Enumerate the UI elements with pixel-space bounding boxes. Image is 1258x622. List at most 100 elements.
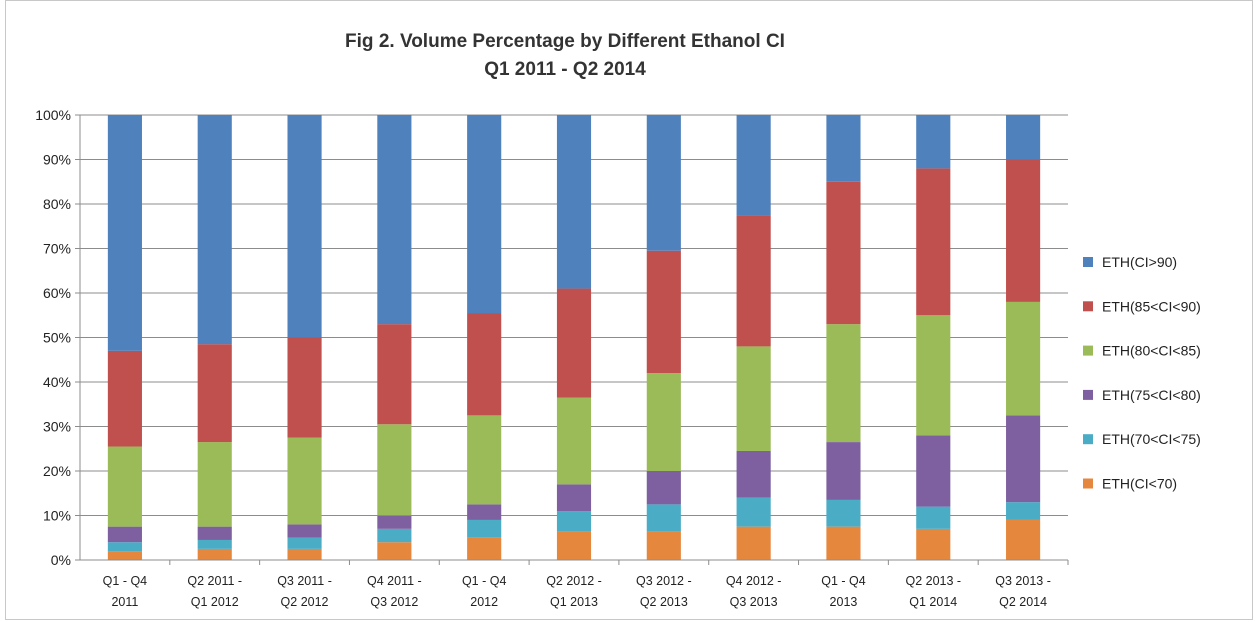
chart-subtitle: Q1 2011 - Q2 2014: [484, 59, 646, 80]
bar-segment: [736, 215, 771, 347]
legend: ETH(CI>90) ETH(85<CI<90) ETH(80<CI<85) ETH(…: [1083, 254, 1201, 492]
bar-segment: [467, 313, 502, 416]
bar-segment: [377, 324, 412, 425]
bar-segment: [287, 524, 322, 538]
bar-segment: [826, 442, 861, 500]
x-tick-label: Q4 2012 -: [726, 574, 782, 588]
x-tick-label: Q1 2013: [550, 595, 598, 609]
x-tick-label: Q2 2013 -: [905, 574, 961, 588]
bar-segment: [287, 548, 322, 560]
legend-swatch: [1083, 434, 1093, 445]
bar-segment: [556, 531, 592, 560]
bar-segment: [377, 115, 412, 325]
legend-swatch: [1083, 257, 1093, 267]
bar-segment: [646, 504, 681, 532]
legend-swatch: [1083, 345, 1093, 356]
bar-segment: [197, 344, 232, 443]
bar-segment: [556, 115, 592, 289]
bar-segment: [1006, 415, 1041, 503]
bar-segment: [467, 115, 502, 314]
y-tick-label: 0%: [51, 552, 71, 568]
x-tick-label: Q4 2011 -: [367, 574, 422, 588]
bar-segment: [916, 506, 951, 529]
x-tick-label: Q3 2012 -: [636, 574, 692, 588]
bar-segment: [646, 471, 681, 505]
bar-segment: [467, 415, 502, 505]
y-tick-label: 40%: [43, 374, 71, 390]
legend-swatch: [1083, 478, 1093, 489]
bar-segment: [916, 168, 951, 316]
y-tick-label: 60%: [43, 285, 71, 301]
chart-title: Fig 2. Volume Percentage by Different Et…: [345, 31, 785, 52]
bar-segment: [197, 526, 232, 540]
x-tick-label: Q1 - Q4: [821, 574, 866, 588]
legend-label: ETH(70<CI<75): [1102, 431, 1201, 447]
bar-segment: [287, 337, 322, 438]
x-tick-label: Q1 - Q4: [462, 574, 507, 588]
bars: [107, 115, 1041, 560]
x-tick-label: Q2 2013: [640, 595, 688, 609]
bar-segment: [1006, 115, 1041, 160]
y-tick-label: 20%: [43, 463, 71, 479]
y-tick-label: 80%: [43, 196, 71, 212]
bar-segment: [107, 551, 142, 560]
bar-segment: [377, 424, 412, 516]
bar-segment: [826, 181, 861, 325]
x-tick-label: Q2 2012: [281, 595, 329, 609]
bar-segment: [556, 511, 592, 532]
x-tick-label: 2011: [111, 595, 138, 609]
y-tick-label: 50%: [43, 330, 71, 346]
x-tick-label: Q3 2013: [730, 595, 778, 609]
x-tick-label: Q1 2014: [909, 595, 957, 609]
bar-segment: [197, 548, 232, 560]
x-tick-label: Q3 2011 -: [277, 574, 332, 588]
bar-segment: [736, 346, 771, 451]
legend-label: ETH(85<CI<90): [1102, 298, 1201, 314]
x-tick-label: Q3 2013 -: [995, 574, 1051, 588]
bar-segment: [107, 526, 142, 543]
bar-segment: [287, 537, 322, 549]
bar-segment: [736, 497, 771, 527]
bar-segment: [1006, 301, 1041, 416]
bar-segment: [107, 115, 142, 351]
y-tick-label: 90%: [43, 152, 71, 168]
bar-segment: [467, 537, 502, 560]
y-tick-label: 10%: [43, 508, 71, 524]
bar-segment: [1006, 502, 1041, 520]
bar-segment: [826, 324, 861, 443]
bar-segment: [377, 528, 412, 543]
x-tick-label: Q2 2014: [999, 595, 1047, 609]
bar-segment: [107, 350, 142, 447]
bar-segment: [736, 115, 771, 216]
chart-title-block: Fig 2. Volume Percentage by Different Et…: [0, 28, 1130, 84]
y-tick-label: 70%: [43, 241, 71, 257]
bar-segment: [916, 528, 951, 560]
bar-segment: [107, 542, 142, 552]
legend-swatch: [1083, 389, 1093, 400]
bar-segment: [287, 437, 322, 525]
bar-segment: [287, 115, 322, 338]
bar-segment: [736, 526, 771, 560]
bar-segment: [826, 526, 861, 560]
x-tick-label: Q1 - Q4: [103, 574, 148, 588]
bar-segment: [826, 115, 861, 182]
bar-segment: [377, 542, 412, 560]
bar-segment: [197, 442, 232, 527]
y-tick-label: 30%: [43, 419, 71, 435]
x-tick-label: Q3 2012: [370, 595, 418, 609]
bar-segment: [467, 519, 502, 538]
bar-segment: [646, 115, 681, 251]
x-tick-label: 2013: [830, 595, 858, 609]
axes: 0% 10% 20% 30% 40% 50% 60% 70% 80% 90% 100% Q1 - Q4…: [35, 107, 1069, 609]
bar-segment: [556, 288, 592, 398]
x-tick-label: Q2 2011 -: [187, 574, 242, 588]
bar-segment: [736, 450, 771, 498]
bar-segment: [826, 499, 861, 527]
x-tick-label: Q2 2012 -: [546, 574, 602, 588]
bar-segment: [646, 373, 681, 471]
legend-label: ETH(CI<70): [1102, 476, 1177, 492]
bar-segment: [916, 435, 951, 507]
legend-label: ETH(CI>90): [1102, 254, 1177, 270]
x-tick-label: 2012: [470, 595, 498, 609]
